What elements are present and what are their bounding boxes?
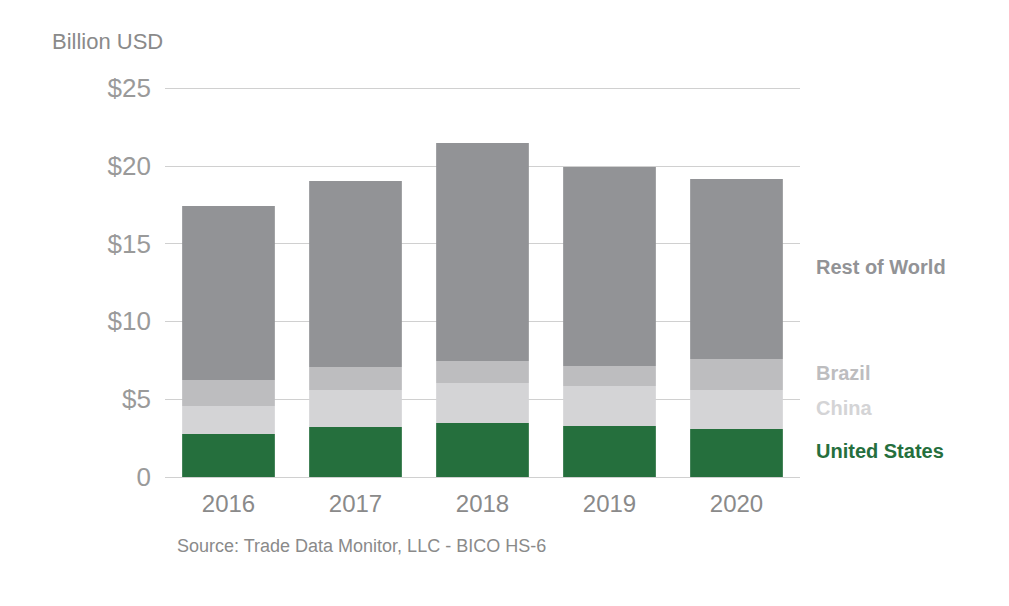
svg-text:Billion USD: Billion USD [52,29,163,54]
svg-text:$25: $25 [108,73,151,103]
svg-text:2018: 2018 [456,490,509,517]
svg-text:0: 0 [137,462,151,492]
svg-text:2017: 2017 [329,490,382,517]
svg-text:$10: $10 [108,306,151,336]
svg-text:2016: 2016 [202,490,255,517]
svg-text:Brazil: Brazil [816,362,870,384]
svg-text:2019: 2019 [583,490,636,517]
svg-text:China: China [816,397,872,419]
svg-text:$15: $15 [108,229,151,259]
svg-text:2020: 2020 [710,490,763,517]
svg-text:Source: Trade Data Monitor, LL: Source: Trade Data Monitor, LLC - BICO H… [177,536,546,556]
svg-text:$5: $5 [122,384,151,414]
svg-text:Rest of World: Rest of World [816,256,946,278]
svg-text:$20: $20 [108,151,151,181]
svg-text:United States: United States [816,440,944,462]
